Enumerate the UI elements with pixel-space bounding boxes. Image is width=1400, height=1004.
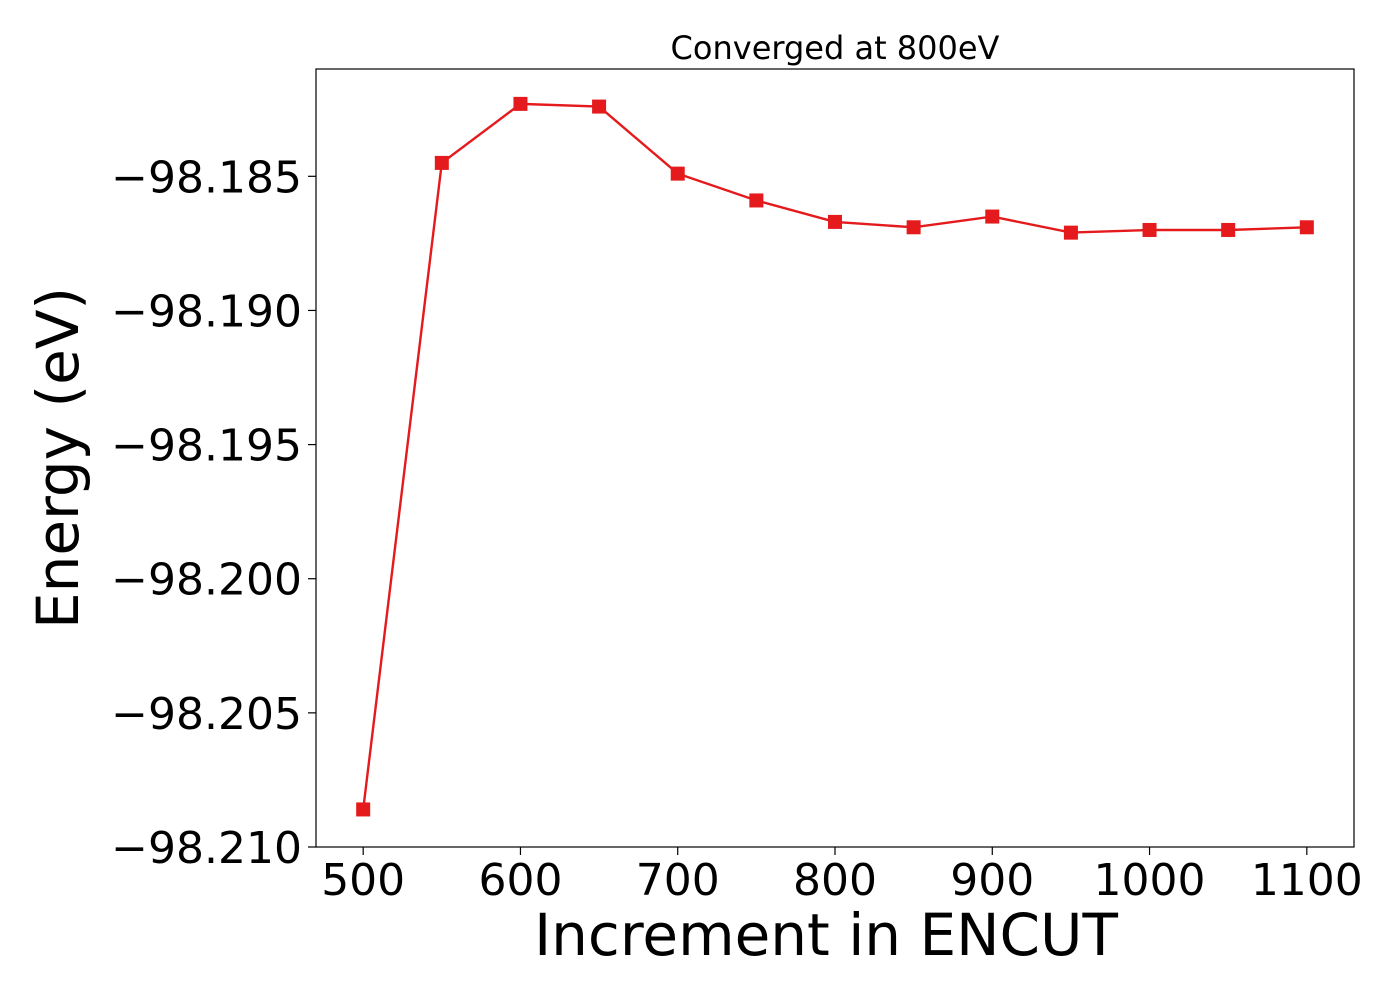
x-axis: 500 600 700 800 900 1000 1100 xyxy=(321,847,1363,906)
series-line xyxy=(362,102,1307,810)
data-point-marker xyxy=(828,214,842,229)
y-tick-label: −98.205 xyxy=(111,689,302,740)
data-point-marker xyxy=(906,220,921,235)
x-axis-label: Increment in ENCUT xyxy=(534,901,1118,969)
x-tick-label: 1100 xyxy=(1251,855,1363,906)
data-point-marker xyxy=(1063,225,1078,240)
y-tick-label: −98.210 xyxy=(111,823,302,874)
x-tick-label: 700 xyxy=(636,855,720,906)
y-tick-label: −98.185 xyxy=(111,152,302,203)
x-tick-label: 1000 xyxy=(1094,855,1206,906)
data-point-marker xyxy=(985,209,1000,224)
plot-area-frame xyxy=(315,68,1355,848)
data-point-marker xyxy=(592,99,607,114)
data-point-marker xyxy=(434,155,449,170)
data-point-marker xyxy=(356,802,371,817)
x-tick-label: 600 xyxy=(478,855,562,906)
y-axis-label: Energy (eV) xyxy=(24,287,92,629)
y-axis: −98.185 −98.190 −98.195 −98.200 −98.205 −98.2… xyxy=(111,152,316,874)
data-point-marker xyxy=(513,96,528,111)
data-point-marker xyxy=(1221,222,1236,237)
x-tick-label: 800 xyxy=(793,855,877,906)
data-point-marker xyxy=(749,193,764,208)
chart-title: Converged at 800eV xyxy=(671,29,1000,67)
y-tick-label: −98.195 xyxy=(111,421,302,472)
y-tick-label: −98.200 xyxy=(111,555,302,606)
x-tick-label: 900 xyxy=(950,855,1034,906)
data-point-marker xyxy=(1142,222,1157,237)
series-layer xyxy=(356,96,1314,817)
y-tick-label: −98.190 xyxy=(111,286,302,337)
data-point-marker xyxy=(670,166,685,181)
data-point-marker xyxy=(1299,220,1314,235)
x-tick-label: 500 xyxy=(321,855,405,906)
